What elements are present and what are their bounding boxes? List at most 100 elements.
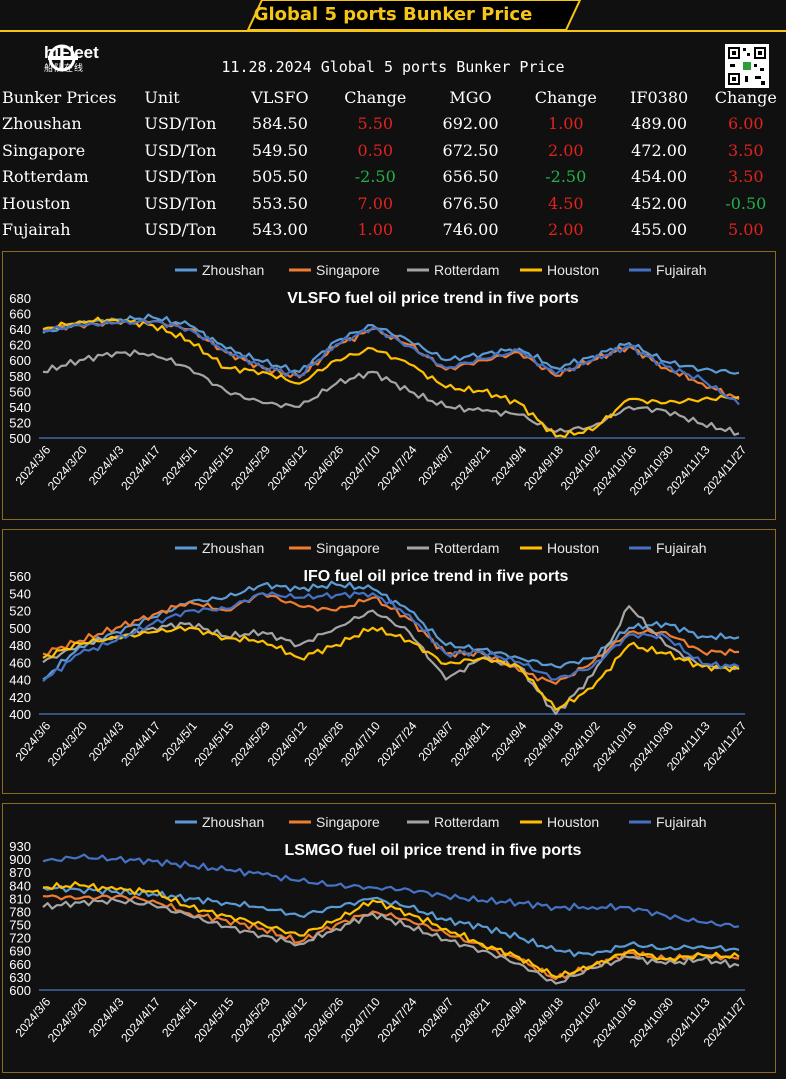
legend-label: Singapore <box>316 540 380 556</box>
x-tick-label: 2024/3/20 <box>45 995 90 1045</box>
table-row: Houston USD/Ton 553.50 7.00 676.50 4.50 452.00… <box>2 190 786 217</box>
table-row: Rotterdam USD/Ton 505.50 -2.50 656.50 -2.50 45… <box>2 164 786 191</box>
cell-mgo-chg: 4.50 <box>547 193 584 213</box>
chart-title: LSMGO fuel oil price trend in five ports <box>285 842 582 859</box>
y-tick-label: 440 <box>9 673 31 688</box>
cell-unit: USD/Ton <box>144 167 217 187</box>
series-line-houston <box>42 625 740 711</box>
cell-mgo-chg: -2.50 <box>545 167 587 187</box>
legend-label: Zhoushan <box>202 262 264 278</box>
y-tick-label: 420 <box>9 690 31 705</box>
x-tick-label: 2024/4/17 <box>118 719 163 769</box>
cell-port: Rotterdam <box>2 167 89 187</box>
vlsfo-chart: Zhoushan Singapore Rotterdam Houston Fujaira… <box>2 251 776 520</box>
cell-unit: USD/Ton <box>144 193 217 213</box>
logo-subtitle: 船队在线 <box>44 63 85 73</box>
y-tick-label: 500 <box>9 621 31 636</box>
y-tick-label: 580 <box>9 369 31 384</box>
cell-ifo-chg: 3.50 <box>727 140 764 160</box>
table-row: Zhoushan USD/Ton 584.50 5.50 692.00 1.00 489.0… <box>2 111 786 138</box>
cell-vlsfo: 549.50 <box>251 140 308 160</box>
series-line-houston <box>42 881 740 978</box>
y-tick-label: 560 <box>9 569 31 584</box>
cell-port: Fujairah <box>2 220 71 240</box>
header-ifo380: IF0380 <box>630 87 689 107</box>
cell-vlsfo-chg: 5.50 <box>357 114 394 134</box>
hifleet-logo-icon <box>48 44 78 72</box>
legend-label: Fujairah <box>656 262 707 278</box>
chart-title: IFO fuel oil price trend in five ports <box>304 568 569 585</box>
table-row: Fujairah USD/Ton 543.00 1.00 746.00 2.00 455.0… <box>2 217 786 244</box>
y-tick-label: 690 <box>9 944 31 959</box>
header-vlsfo: VLSFO <box>251 87 309 107</box>
cell-ifo-chg: 3.50 <box>727 167 764 187</box>
y-tick-label: 840 <box>9 878 31 893</box>
cell-mgo: 676.50 <box>442 193 499 213</box>
title-banner <box>0 0 786 32</box>
banner-title: Global 5 ports Bunker Price <box>253 4 533 25</box>
table-header-row: Bunker Prices Unit VLSFO Change MGO Chan… <box>2 84 786 111</box>
x-tick-label: 2024/7/24 <box>375 443 420 493</box>
y-tick-label: 600 <box>9 983 31 998</box>
cell-ifo-chg: -0.50 <box>725 193 767 213</box>
y-tick-label: 520 <box>9 604 31 619</box>
x-tick-label: 2024/3/20 <box>45 719 90 769</box>
legend-label: Rotterdam <box>434 540 499 556</box>
y-tick-label: 780 <box>9 904 31 919</box>
table-row: Singapore USD/Ton 549.50 0.50 672.50 2.00 472.… <box>2 137 786 164</box>
y-tick-label: 680 <box>9 291 31 306</box>
y-tick-label: 900 <box>9 852 31 867</box>
series-line-rotterdam <box>42 897 740 985</box>
qr-code-icon <box>725 44 769 88</box>
bunker-price-table: Bunker Prices Unit VLSFO Change MGO Chan… <box>2 84 786 243</box>
cell-port: Houston <box>2 193 71 213</box>
cell-port: Singapore <box>2 140 86 160</box>
logo-name: hiFleet <box>44 43 99 62</box>
series-line-houston <box>42 316 740 439</box>
x-tick-label: 2024/7/24 <box>375 719 420 769</box>
y-tick-label: 500 <box>9 431 31 446</box>
cell-ifo: 489.00 <box>631 114 688 134</box>
cell-unit: USD/Ton <box>144 220 217 240</box>
x-tick-label: 2024/3/20 <box>45 443 90 493</box>
cell-vlsfo: 584.50 <box>251 114 308 134</box>
series-line-singapore <box>42 894 740 981</box>
legend-label: Houston <box>547 814 599 830</box>
series-line-rotterdam <box>42 605 740 716</box>
cell-mgo: 656.50 <box>442 167 499 187</box>
legend-label: Houston <box>547 262 599 278</box>
y-tick-label: 630 <box>9 970 31 985</box>
header-bunker-prices: Bunker Prices <box>2 87 117 107</box>
cell-vlsfo-chg: 1.00 <box>357 220 394 240</box>
x-tick-label: 2024/8/21 <box>448 995 493 1045</box>
y-tick-label: 540 <box>9 586 31 601</box>
cell-vlsfo-chg: 7.00 <box>357 193 394 213</box>
header-ifo-change: Change <box>714 87 777 107</box>
header-mgo-change: Change <box>534 87 597 107</box>
x-tick-label: 2024/4/17 <box>118 995 163 1045</box>
legend-label: Houston <box>547 540 599 556</box>
y-tick-label: 480 <box>9 638 31 653</box>
cell-vlsfo: 553.50 <box>251 193 308 213</box>
y-tick-label: 930 <box>9 839 31 854</box>
y-tick-label: 620 <box>9 338 31 353</box>
cell-ifo: 455.00 <box>631 220 688 240</box>
y-tick-label: 520 <box>9 415 31 430</box>
x-tick-label: 2024/4/17 <box>118 443 163 493</box>
x-tick-label: 2024/8/21 <box>448 719 493 769</box>
y-tick-label: 540 <box>9 400 31 415</box>
cell-vlsfo: 505.50 <box>251 167 308 187</box>
y-tick-label: 810 <box>9 891 31 906</box>
series-line-fujairah <box>42 319 740 406</box>
chart-title: VLSFO fuel oil price trend in five ports <box>287 290 579 307</box>
y-tick-label: 750 <box>9 918 31 933</box>
y-tick-label: 870 <box>9 865 31 880</box>
cell-mgo-chg: 1.00 <box>547 114 584 134</box>
cell-mgo: 672.50 <box>442 140 499 160</box>
series-line-zhoushan <box>42 580 740 681</box>
y-tick-label: 400 <box>9 707 31 722</box>
cell-ifo: 452.00 <box>631 193 688 213</box>
cell-unit: USD/Ton <box>144 114 217 134</box>
cell-mgo: 746.00 <box>442 220 499 240</box>
date-title: 11.28.2024 Global 5 ports Bunker Price <box>221 58 565 76</box>
